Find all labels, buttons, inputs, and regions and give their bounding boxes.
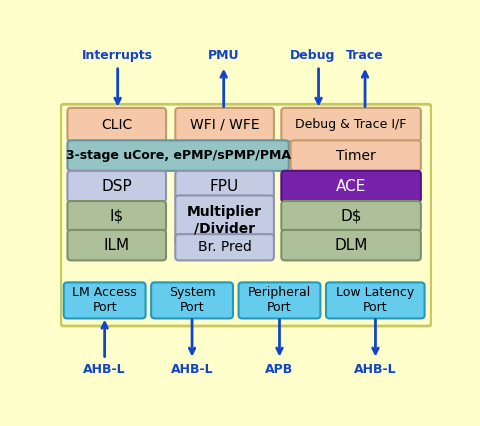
Text: Peripheral
Port: Peripheral Port (248, 286, 311, 314)
Text: PMU: PMU (208, 49, 240, 62)
FancyBboxPatch shape (281, 201, 421, 232)
FancyBboxPatch shape (175, 234, 274, 260)
FancyBboxPatch shape (67, 201, 166, 232)
FancyBboxPatch shape (175, 171, 274, 202)
Text: ILM: ILM (104, 238, 130, 253)
Text: Trace: Trace (346, 49, 384, 62)
Text: AHB-L: AHB-L (354, 363, 397, 377)
FancyBboxPatch shape (290, 140, 421, 171)
Text: LM Access
Port: LM Access Port (72, 286, 137, 314)
Text: AHB-L: AHB-L (171, 363, 214, 377)
FancyBboxPatch shape (175, 108, 274, 141)
FancyBboxPatch shape (281, 108, 421, 141)
FancyBboxPatch shape (67, 140, 289, 171)
FancyBboxPatch shape (281, 171, 421, 202)
FancyBboxPatch shape (239, 282, 321, 319)
Text: ACE: ACE (336, 179, 366, 194)
Text: Multiplier
/Divider: Multiplier /Divider (187, 205, 262, 235)
Text: APB: APB (265, 363, 294, 377)
Text: I$: I$ (109, 209, 124, 224)
Text: CLIC: CLIC (101, 118, 132, 132)
Text: WFI / WFE: WFI / WFE (190, 118, 259, 132)
Text: D$: D$ (340, 209, 362, 224)
Text: DLM: DLM (335, 238, 368, 253)
FancyBboxPatch shape (326, 282, 424, 319)
Text: FPU: FPU (210, 179, 239, 194)
Text: Interrupts: Interrupts (82, 49, 153, 62)
Text: DSP: DSP (101, 179, 132, 194)
Text: Timer: Timer (336, 149, 376, 163)
Text: System
Port: System Port (169, 286, 216, 314)
Text: Low Latency
Port: Low Latency Port (336, 286, 414, 314)
FancyBboxPatch shape (67, 108, 166, 141)
Text: Debug: Debug (290, 49, 336, 62)
FancyBboxPatch shape (151, 282, 233, 319)
FancyBboxPatch shape (281, 230, 421, 260)
FancyBboxPatch shape (67, 230, 166, 260)
Text: 3-stage uCore, ePMP/sPMP/PMA: 3-stage uCore, ePMP/sPMP/PMA (66, 149, 290, 162)
FancyBboxPatch shape (64, 282, 145, 319)
FancyBboxPatch shape (61, 104, 431, 326)
FancyBboxPatch shape (67, 171, 166, 202)
Text: Br. Pred: Br. Pred (198, 240, 252, 254)
Text: Debug & Trace I/F: Debug & Trace I/F (295, 118, 407, 131)
FancyBboxPatch shape (175, 196, 274, 245)
Text: AHB-L: AHB-L (84, 363, 126, 377)
